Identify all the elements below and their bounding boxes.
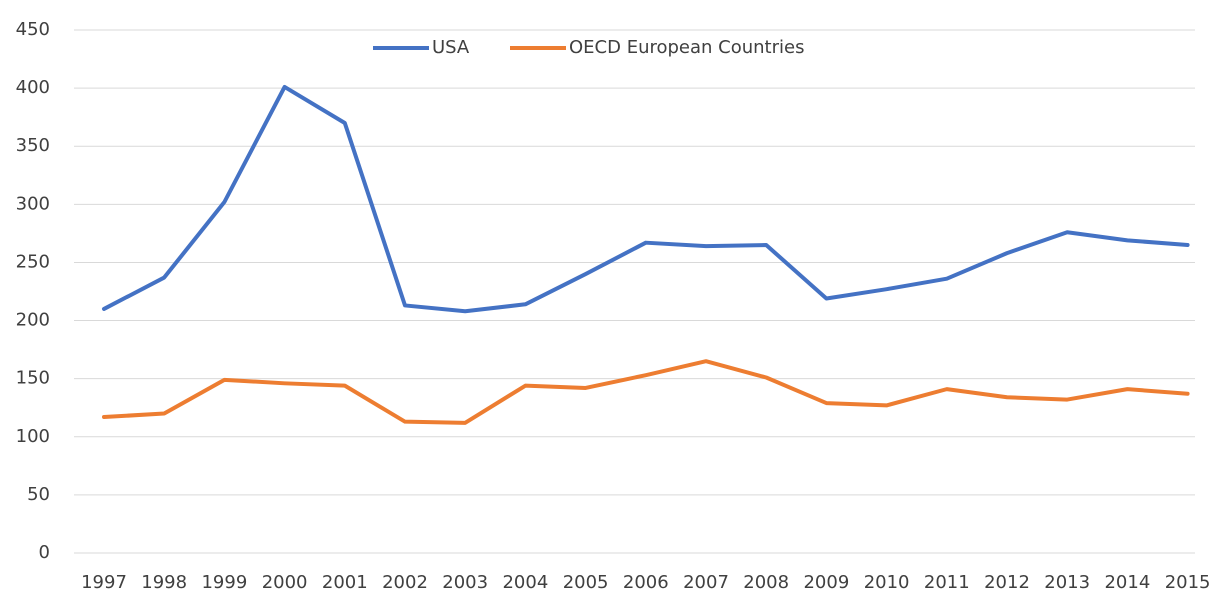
x-tick-label: 2014 bbox=[1104, 572, 1150, 593]
legend-label: USA bbox=[432, 37, 470, 58]
y-tick-label: 300 bbox=[16, 193, 50, 214]
y-tick-label: 100 bbox=[16, 426, 50, 447]
x-tick-label: 2011 bbox=[924, 572, 970, 593]
x-tick-label: 2004 bbox=[502, 572, 548, 593]
x-tick-label: 2003 bbox=[442, 572, 488, 593]
x-tick-label: 1997 bbox=[81, 572, 127, 593]
x-tick-label: 1999 bbox=[201, 572, 247, 593]
x-tick-label: 2006 bbox=[623, 572, 669, 593]
x-tick-label: 2012 bbox=[984, 572, 1030, 593]
x-tick-label: 2001 bbox=[322, 572, 368, 593]
x-tick-label: 2010 bbox=[864, 572, 910, 593]
x-tick-label: 2009 bbox=[803, 572, 849, 593]
y-tick-label: 150 bbox=[16, 368, 50, 389]
y-tick-label: 450 bbox=[16, 19, 50, 40]
data-line bbox=[102, 359, 1190, 425]
data-line bbox=[102, 84, 1190, 314]
x-tick-label: 2002 bbox=[382, 572, 428, 593]
y-tick-label: 0 bbox=[39, 542, 50, 563]
x-tick-label: 2008 bbox=[743, 572, 789, 593]
y-tick-label: 350 bbox=[16, 135, 50, 156]
x-tick-label: 2000 bbox=[262, 572, 308, 593]
y-tick-label: 250 bbox=[16, 251, 50, 272]
x-tick-label: 1998 bbox=[141, 572, 187, 593]
x-tick-label: 2007 bbox=[683, 572, 729, 593]
y-tick-label: 200 bbox=[16, 310, 50, 331]
y-tick-label: 50 bbox=[27, 484, 50, 505]
x-tick-label: 2015 bbox=[1165, 572, 1209, 593]
x-tick-label: 2013 bbox=[1044, 572, 1090, 593]
legend-label: OECD European Countries bbox=[569, 37, 804, 58]
x-tick-label: 2005 bbox=[563, 572, 609, 593]
y-tick-label: 400 bbox=[16, 77, 50, 98]
